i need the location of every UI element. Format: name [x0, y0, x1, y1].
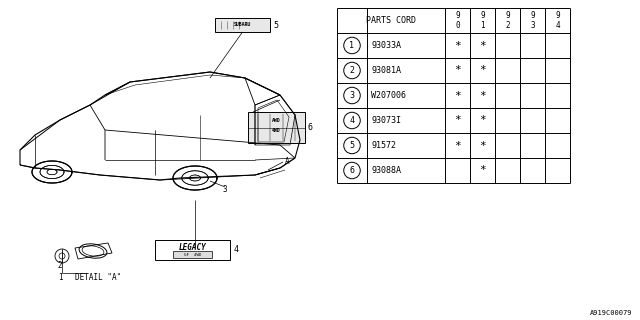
Text: *: * [454, 91, 461, 100]
Ellipse shape [26, 155, 78, 189]
Text: *: * [479, 66, 486, 76]
Text: 93088A: 93088A [371, 166, 401, 175]
Text: LEGACY: LEGACY [179, 244, 206, 252]
Text: DETAIL "A": DETAIL "A" [75, 274, 121, 283]
Text: *: * [479, 116, 486, 125]
Text: 3: 3 [223, 186, 227, 195]
Text: *: * [454, 41, 461, 51]
Text: 9
1: 9 1 [480, 11, 485, 30]
Ellipse shape [167, 160, 223, 196]
Text: GF  4WD: GF 4WD [184, 252, 201, 257]
Text: *: * [454, 66, 461, 76]
Text: AWD: AWD [272, 117, 281, 123]
Text: 1: 1 [349, 41, 355, 50]
Text: *: * [479, 91, 486, 100]
Text: 4: 4 [234, 245, 239, 254]
Text: 9
2: 9 2 [505, 11, 510, 30]
Text: 91572: 91572 [371, 141, 396, 150]
Text: 93073I: 93073I [371, 116, 401, 125]
Text: SUBARU: SUBARU [234, 22, 251, 28]
Text: *: * [479, 41, 486, 51]
Text: 9
0: 9 0 [455, 11, 460, 30]
Text: 6: 6 [349, 166, 355, 175]
Text: PARTS CORD: PARTS CORD [366, 16, 416, 25]
Text: 1: 1 [58, 274, 62, 283]
Text: *: * [454, 140, 461, 150]
Text: 6: 6 [308, 123, 313, 132]
Text: *: * [479, 140, 486, 150]
Text: *: * [454, 116, 461, 125]
Text: 2: 2 [58, 261, 62, 270]
Bar [155, 240, 230, 260]
Text: A: A [285, 157, 290, 166]
Text: 3: 3 [349, 91, 355, 100]
Text: 9
4: 9 4 [555, 11, 560, 30]
Text: 4WD: 4WD [272, 127, 281, 132]
Text: 4: 4 [349, 116, 355, 125]
Text: 93081A: 93081A [371, 66, 401, 75]
Text: 2: 2 [349, 66, 355, 75]
Text: W207006: W207006 [371, 91, 406, 100]
Bar [173, 251, 212, 258]
Text: 5: 5 [349, 141, 355, 150]
Text: A919C00079: A919C00079 [589, 310, 632, 316]
Text: 93033A: 93033A [371, 41, 401, 50]
Text: 5: 5 [273, 20, 278, 29]
Bar [248, 112, 305, 143]
Bar [215, 18, 270, 32]
Text: *: * [479, 165, 486, 175]
Text: 9
3: 9 3 [530, 11, 535, 30]
